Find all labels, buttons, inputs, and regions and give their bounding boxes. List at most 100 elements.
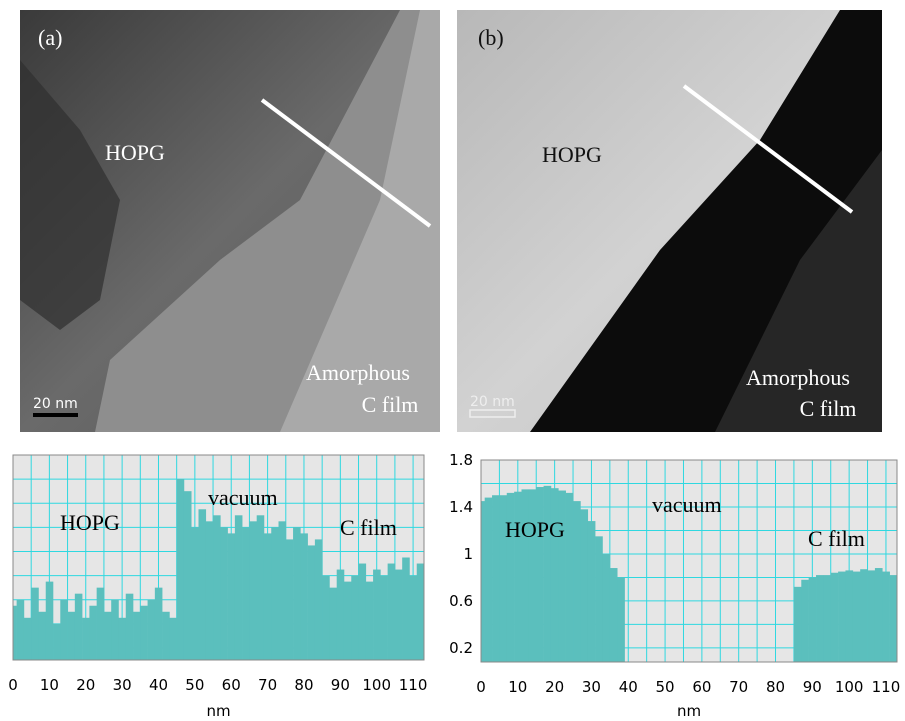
- x-tick-label: 60: [692, 678, 711, 696]
- bar: [206, 521, 214, 660]
- bar: [831, 573, 839, 662]
- bar: [279, 521, 287, 660]
- bar: [13, 606, 17, 660]
- x-tick-label: 70: [258, 676, 277, 694]
- bar: [271, 527, 279, 660]
- bar: [566, 493, 574, 662]
- annotation: C film: [808, 526, 865, 551]
- annotation: HOPG: [60, 510, 120, 535]
- annotation: vacuum: [208, 485, 278, 510]
- annotation: HOPG: [505, 517, 565, 542]
- bar: [853, 572, 861, 662]
- bar: [610, 568, 618, 662]
- bar: [529, 489, 537, 662]
- bar: [816, 575, 824, 662]
- bar: [875, 568, 883, 662]
- bar: [46, 582, 54, 660]
- bar: [380, 576, 388, 660]
- bar: [308, 545, 316, 660]
- bar: [868, 570, 876, 662]
- film-label: C film: [800, 396, 857, 421]
- x-tick-label: 110: [872, 678, 901, 696]
- bar: [492, 495, 500, 662]
- bar: [257, 515, 265, 660]
- bar: [322, 576, 330, 660]
- y-tick-label: 0.6: [449, 592, 473, 610]
- bar: [580, 509, 588, 662]
- x-tick-label: 20: [545, 678, 564, 696]
- tem-image-b: (b) HOPG Amorphous C film 20 nm: [457, 10, 882, 432]
- bar: [551, 488, 559, 662]
- bar: [118, 618, 126, 660]
- x-tick-label: 40: [619, 678, 638, 696]
- bar: [617, 577, 625, 662]
- x-tick-label: 50: [185, 676, 204, 694]
- bar: [536, 487, 544, 662]
- x-axis-label: nm: [677, 702, 701, 720]
- bar: [228, 533, 236, 660]
- x-tick-label: 30: [113, 676, 132, 694]
- x-tick-label: 90: [331, 676, 350, 694]
- x-tick-label: 100: [835, 678, 864, 696]
- x-tick-label: 20: [76, 676, 95, 694]
- bar: [402, 558, 410, 661]
- bar: [24, 618, 32, 660]
- bar: [329, 588, 337, 660]
- bar: [68, 612, 76, 660]
- y-tick-label: 0.2: [449, 639, 473, 657]
- bar: [544, 486, 552, 662]
- bar: [169, 618, 177, 660]
- bar: [595, 536, 603, 662]
- bar: [359, 564, 367, 660]
- bar: [481, 501, 485, 662]
- region-label: HOPG: [542, 142, 602, 167]
- bar: [31, 588, 39, 660]
- bar: [242, 527, 250, 660]
- bar: [53, 624, 61, 660]
- x-tick-label: 90: [803, 678, 822, 696]
- bar: [293, 527, 301, 660]
- bar: [177, 479, 185, 660]
- bar: [366, 582, 374, 660]
- bar: [75, 594, 83, 660]
- x-tick-label: 80: [766, 678, 785, 696]
- bar: [809, 577, 817, 662]
- x-tick-label: 100: [362, 676, 391, 694]
- bar: [351, 576, 359, 660]
- x-axis-label: nm: [206, 702, 230, 720]
- bar: [845, 570, 853, 662]
- bar: [133, 612, 141, 660]
- panel-label: (b): [478, 25, 504, 50]
- bar: [198, 509, 206, 660]
- bar: [184, 491, 192, 660]
- film-label: C film: [362, 392, 419, 417]
- x-tick-label: 110: [399, 676, 428, 694]
- x-tick-label: 30: [582, 678, 601, 696]
- x-tick-label: 0: [476, 678, 486, 696]
- x-tick-label: 40: [149, 676, 168, 694]
- bar: [17, 600, 25, 660]
- x-tick-label: 10: [40, 676, 59, 694]
- bar: [395, 570, 403, 660]
- panel-label: (a): [38, 25, 62, 50]
- bar: [249, 521, 257, 660]
- bar: [286, 539, 294, 660]
- bar: [588, 521, 596, 662]
- bar: [213, 515, 221, 660]
- region-label: HOPG: [105, 140, 165, 165]
- bar: [162, 612, 170, 660]
- x-tick-label: 50: [656, 678, 675, 696]
- bar: [60, 600, 68, 660]
- y-tick-label: 1.8: [449, 451, 473, 469]
- bar: [315, 539, 323, 660]
- bar: [89, 606, 97, 660]
- bar: [373, 570, 381, 660]
- bar: [38, 612, 46, 660]
- bar: [155, 588, 163, 660]
- bar: [521, 489, 529, 662]
- figure: (a) HOPG Amorphous C film 20 nm (b) HOPG…: [0, 0, 905, 721]
- bar: [838, 572, 846, 662]
- bar: [409, 576, 417, 660]
- bar: [485, 498, 493, 662]
- annotation: vacuum: [652, 492, 722, 517]
